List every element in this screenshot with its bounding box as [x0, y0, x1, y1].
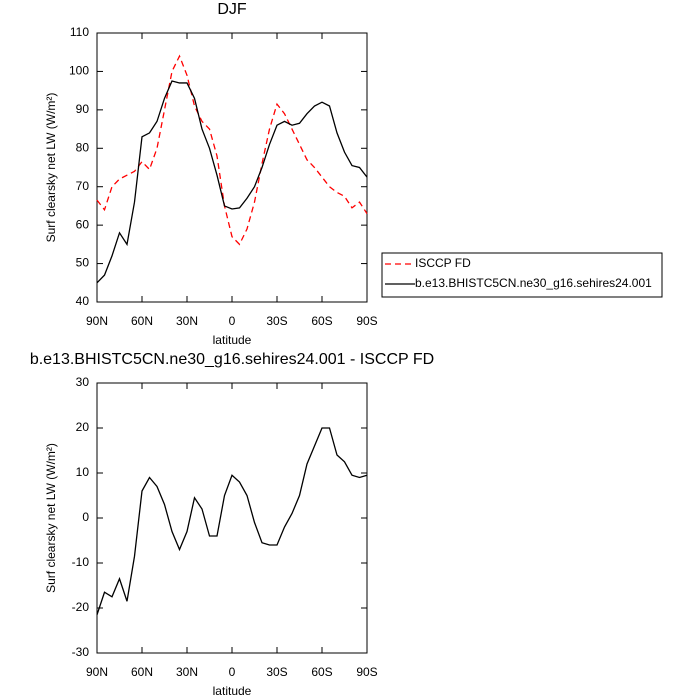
- x-tick-label: 30S: [266, 314, 287, 328]
- y-tick-label: 50: [76, 256, 90, 270]
- data-line: [96, 427, 368, 615]
- legend-label: ISCCP FD: [415, 256, 471, 270]
- x-tick-label: 90N: [86, 665, 108, 679]
- data-line: [96, 54, 368, 246]
- x-tick-label: 30N: [176, 314, 198, 328]
- y-tick-label: 20: [76, 420, 90, 434]
- y-tick-label: 100: [69, 64, 89, 78]
- y-tick-label: 110: [70, 25, 89, 39]
- plot-frame: [96, 32, 368, 303]
- x-tick-label: 90N: [86, 314, 108, 328]
- y-axis-label: Surf clearsky net LW (W/m²): [44, 443, 58, 593]
- x-tick-label: 60N: [131, 665, 153, 679]
- x-tick-label: 60S: [311, 314, 332, 328]
- y-tick-label: -30: [72, 645, 90, 659]
- chart-title: b.e13.BHISTC5CN.ne30_g16.sehires24.001 -…: [30, 351, 434, 368]
- x-tick-label: 0: [229, 314, 236, 328]
- y-tick-label: 10: [76, 465, 90, 479]
- chart-title: DJF: [217, 1, 247, 18]
- legend-box: [381, 252, 663, 298]
- x-tick-label: 30N: [176, 665, 198, 679]
- x-tick-label: 90S: [356, 665, 377, 679]
- y-tick-label: 30: [76, 375, 90, 389]
- y-tick-label: 80: [76, 140, 90, 154]
- y-axis-label: Surf clearsky net LW (W/m²): [44, 93, 58, 243]
- x-tick-label: 60N: [131, 314, 153, 328]
- y-tick-label: 40: [76, 294, 90, 308]
- x-axis-label: latitude: [213, 333, 252, 347]
- y-tick-label: 0: [82, 510, 89, 524]
- y-tick-label: 90: [76, 102, 90, 116]
- data-line: [96, 80, 368, 284]
- x-axis-label: latitude: [213, 684, 252, 698]
- x-tick-label: 30S: [266, 665, 287, 679]
- legend-label: b.e13.BHISTC5CN.ne30_g16.sehires24.001: [415, 276, 652, 290]
- y-tick-label: -20: [72, 600, 90, 614]
- y-tick-label: 60: [76, 217, 90, 231]
- y-tick-label: -10: [72, 555, 90, 569]
- y-tick-label: 70: [76, 179, 90, 193]
- x-tick-label: 60S: [311, 665, 332, 679]
- plot-frame: [96, 382, 368, 654]
- x-tick-label: 90S: [356, 314, 377, 328]
- x-tick-label: 0: [229, 665, 236, 679]
